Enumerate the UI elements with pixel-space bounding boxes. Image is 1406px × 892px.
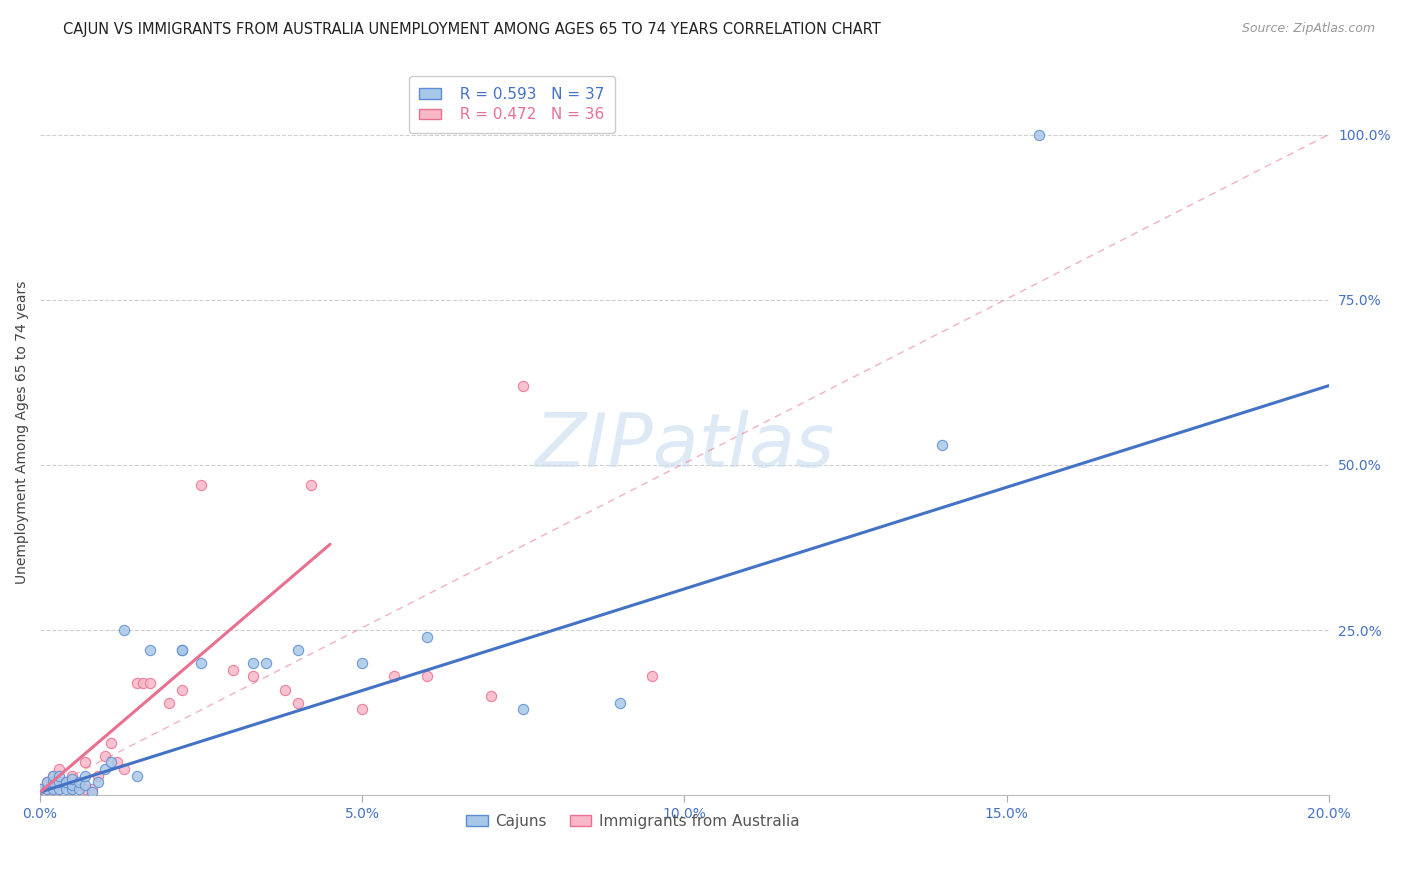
Point bbox=[42, 781, 65, 796]
Point bbox=[384, 669, 406, 683]
Point bbox=[55, 781, 77, 796]
Point bbox=[60, 779, 83, 793]
Point bbox=[222, 663, 245, 677]
Point bbox=[352, 657, 374, 671]
Point bbox=[287, 643, 309, 657]
Point bbox=[415, 669, 437, 683]
Point bbox=[55, 775, 77, 789]
Point bbox=[254, 657, 277, 671]
Point bbox=[641, 669, 664, 683]
Point bbox=[352, 702, 374, 716]
Point bbox=[48, 781, 70, 796]
Point bbox=[30, 781, 52, 796]
Point bbox=[415, 630, 437, 644]
Point bbox=[60, 781, 83, 796]
Point bbox=[479, 690, 502, 704]
Text: ZIPatlas: ZIPatlas bbox=[534, 410, 834, 483]
Point bbox=[274, 682, 297, 697]
Point bbox=[1028, 128, 1050, 142]
Point bbox=[35, 775, 58, 789]
Point bbox=[609, 696, 631, 710]
Point bbox=[93, 748, 115, 763]
Point bbox=[48, 775, 70, 789]
Point bbox=[112, 762, 135, 776]
Point bbox=[67, 781, 90, 796]
Point bbox=[75, 781, 97, 796]
Text: Source: ZipAtlas.com: Source: ZipAtlas.com bbox=[1241, 22, 1375, 36]
Point bbox=[112, 623, 135, 637]
Point bbox=[80, 781, 103, 796]
Point bbox=[107, 756, 129, 770]
Point bbox=[75, 779, 97, 793]
Point bbox=[100, 756, 122, 770]
Point bbox=[512, 702, 534, 716]
Point bbox=[190, 657, 212, 671]
Point bbox=[60, 768, 83, 782]
Point bbox=[242, 657, 264, 671]
Point bbox=[48, 762, 70, 776]
Point bbox=[75, 756, 97, 770]
Point bbox=[35, 775, 58, 789]
Point bbox=[125, 768, 148, 782]
Point bbox=[48, 768, 70, 782]
Point bbox=[48, 781, 70, 796]
Point bbox=[190, 478, 212, 492]
Point bbox=[170, 643, 193, 657]
Y-axis label: Unemployment Among Ages 65 to 74 years: Unemployment Among Ages 65 to 74 years bbox=[15, 280, 30, 583]
Point bbox=[60, 781, 83, 796]
Point bbox=[287, 696, 309, 710]
Point bbox=[30, 781, 52, 796]
Point bbox=[67, 779, 90, 793]
Point bbox=[125, 676, 148, 690]
Point bbox=[138, 676, 160, 690]
Point bbox=[42, 781, 65, 796]
Point bbox=[35, 781, 58, 796]
Point bbox=[132, 676, 155, 690]
Point bbox=[67, 775, 90, 789]
Point bbox=[35, 781, 58, 796]
Point bbox=[42, 768, 65, 782]
Point bbox=[80, 785, 103, 799]
Point bbox=[87, 775, 110, 789]
Point bbox=[157, 696, 180, 710]
Point bbox=[170, 643, 193, 657]
Point bbox=[60, 772, 83, 786]
Point bbox=[93, 762, 115, 776]
Legend: Cajuns, Immigrants from Australia: Cajuns, Immigrants from Australia bbox=[460, 808, 806, 835]
Point bbox=[87, 768, 110, 782]
Point bbox=[170, 682, 193, 697]
Point bbox=[42, 775, 65, 789]
Point bbox=[75, 768, 97, 782]
Point bbox=[138, 643, 160, 657]
Point bbox=[242, 669, 264, 683]
Text: CAJUN VS IMMIGRANTS FROM AUSTRALIA UNEMPLOYMENT AMONG AGES 65 TO 74 YEARS CORREL: CAJUN VS IMMIGRANTS FROM AUSTRALIA UNEMP… bbox=[63, 22, 882, 37]
Point bbox=[299, 478, 322, 492]
Point bbox=[42, 768, 65, 782]
Point bbox=[512, 378, 534, 392]
Point bbox=[931, 438, 953, 452]
Point bbox=[55, 775, 77, 789]
Point bbox=[100, 735, 122, 749]
